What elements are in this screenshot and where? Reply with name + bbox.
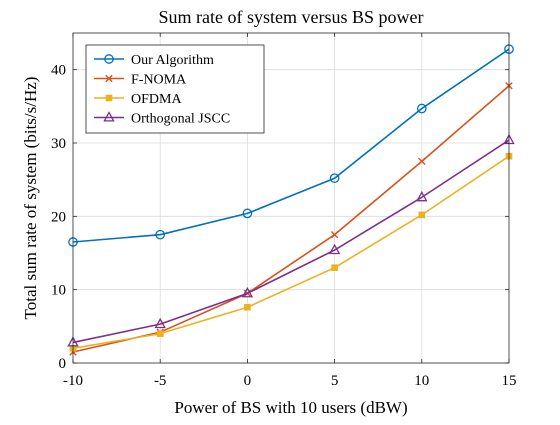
data-point-our-algorithm xyxy=(329,173,340,184)
legend-label: Our Algorithm xyxy=(131,53,214,68)
data-point-orthogonal-jscc xyxy=(328,243,341,255)
data-point-orthogonal-jscc xyxy=(241,286,254,298)
data-point-our-algorithm xyxy=(155,229,166,240)
x-tick-label: 10 xyxy=(414,373,429,389)
x-marker-stroke xyxy=(418,157,426,166)
plot-frame xyxy=(72,32,510,364)
legend-label: Orthogonal JSCC xyxy=(131,112,230,127)
legend-label: F-NOMA xyxy=(131,73,187,88)
x-marker-stroke xyxy=(330,230,339,239)
data-point-our-algorithm xyxy=(242,208,253,219)
legend-entry-our-algorithm: Our Algorithm xyxy=(94,53,214,68)
legend-marker xyxy=(105,94,113,102)
series-layer xyxy=(67,44,515,356)
y-tick-label: 40 xyxy=(51,63,66,79)
x-tick-label: 15 xyxy=(502,373,517,389)
y-axis-label: Total sum rate of system (bits/s/Hz) xyxy=(21,77,40,320)
series-orthogonal-jscc xyxy=(67,133,515,347)
series-line-our-algorithm xyxy=(72,48,510,243)
legend-marker xyxy=(105,74,113,83)
y-tick-label: 0 xyxy=(59,356,67,372)
y-tick-label: 30 xyxy=(51,136,66,152)
legend-entry-ofdma: OFDMA xyxy=(94,92,182,107)
data-point-orthogonal-jscc xyxy=(154,317,166,329)
x-tick-label: -5 xyxy=(154,373,167,389)
data-point-ofdma xyxy=(156,330,164,337)
data-point-orthogonal-jscc xyxy=(416,190,428,202)
x-tick-label: 5 xyxy=(331,373,339,389)
x-marker-stroke xyxy=(105,74,113,83)
data-point-ofdma xyxy=(418,211,426,219)
legend: Our Algorithm F-NOMA OFDMA Orthogonal JSCC xyxy=(85,44,265,134)
data-point-our-algorithm xyxy=(416,103,427,114)
legend-entry-orthogonal-jscc: Orthogonal JSCC xyxy=(94,111,230,127)
y-tick-label: 20 xyxy=(51,209,66,225)
data-point-f-noma xyxy=(330,230,339,239)
legend-marker xyxy=(103,111,115,122)
data-point-ofdma xyxy=(244,303,251,311)
ticks-layer: -10 -5 0 5 10 15 0 10 20 30 40 xyxy=(51,33,517,389)
x-tick-label: -10 xyxy=(63,373,83,389)
legend-entry-f-noma: F-NOMA xyxy=(94,73,187,88)
chart-title: Sum rate of system versus BS power xyxy=(159,7,424,27)
data-point-ofdma xyxy=(331,264,338,271)
series-line-ofdma xyxy=(72,155,510,350)
x-axis-label: Power of BS with 10 users (dBW) xyxy=(174,398,407,417)
legend-label: OFDMA xyxy=(131,92,182,107)
x-tick-label: 0 xyxy=(244,373,252,389)
y-tick-label: 10 xyxy=(51,283,66,299)
legend-marker xyxy=(104,54,114,64)
data-point-f-noma xyxy=(418,157,426,166)
series-ofdma xyxy=(69,152,513,352)
series-line-orthogonal-jscc xyxy=(72,139,510,344)
